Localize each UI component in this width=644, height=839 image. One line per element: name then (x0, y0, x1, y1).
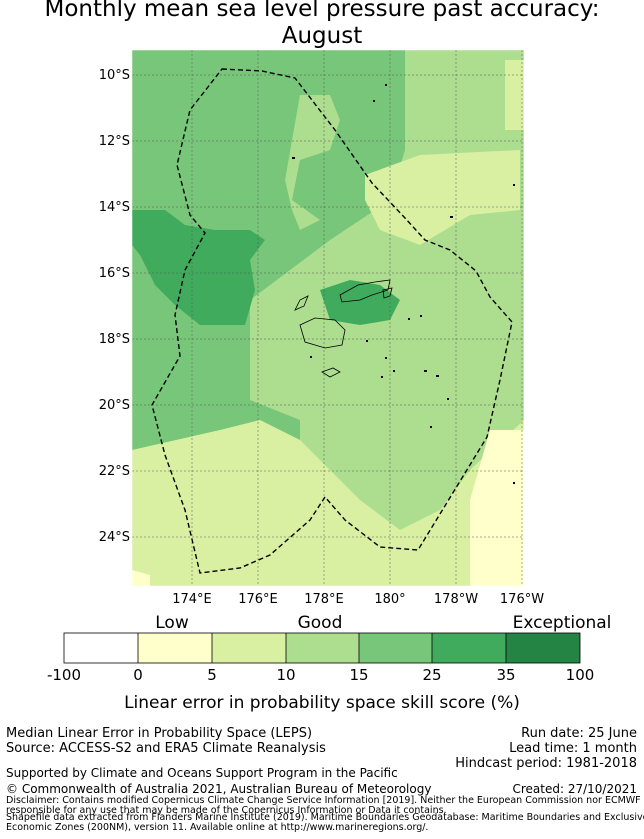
lon-label: 178°E (304, 592, 344, 607)
region-pale-green-south (132, 420, 524, 586)
lat-label: 16°S (98, 266, 130, 281)
run-date: Run date: 25 June (521, 726, 637, 741)
created-date: Created: 27/10/2021 (512, 782, 637, 796)
colorbar-tick: 10 (276, 666, 296, 684)
copyright-text: © Commonwealth of Australia 2021, Austra… (6, 782, 432, 796)
source-text: Source: ACCESS-S2 and ERA5 Climate Reana… (6, 741, 326, 756)
colorbar-tick: 5 (207, 666, 217, 684)
lat-label: 24°S (98, 530, 130, 545)
lat-label: 20°S (98, 398, 130, 413)
lat-label: 18°S (98, 332, 130, 347)
lat-label: 14°S (98, 200, 130, 215)
category-low: Low (155, 613, 189, 633)
region-dark-green-central (320, 280, 400, 325)
method-text: Median Linear Error in Probability Space… (6, 726, 313, 741)
lead-time: Lead time: 1 month (509, 741, 637, 756)
lat-label: 10°S (98, 68, 130, 83)
colorbar-tick: 100 (565, 666, 595, 684)
lon-label: 178°W (433, 592, 479, 607)
map-title-line1: Monthly mean sea level pressure past acc… (44, 0, 600, 22)
category-good: Good (297, 613, 343, 633)
colorbar-tick: 25 (422, 666, 442, 684)
region-yellow-south-west (132, 570, 150, 586)
colorbar-segment-3 (212, 633, 286, 663)
colorbar-tick: 35 (496, 666, 516, 684)
shapefile-line2: Economic Zones (200NM), version 11. Avai… (6, 822, 429, 833)
colorbar-tick: 15 (349, 666, 369, 684)
colorbar-segment-2 (138, 633, 212, 663)
map-grid (132, 50, 524, 586)
colorbar-segment-1 (64, 633, 138, 663)
colorbar-title: Linear error in probability space skill … (124, 693, 520, 713)
disclaimer-line1: Disclaimer: Contains modified Copernicus… (6, 795, 644, 806)
shapefile-line1: Shapefile data extracted from Flanders M… (6, 812, 644, 823)
skill-map (131, 49, 525, 587)
region-dark-green-west (132, 210, 265, 325)
colorbar-segment-7 (506, 633, 580, 663)
colorbar (63, 632, 581, 664)
colorbar-segment-5 (359, 633, 432, 663)
category-exceptional: Exceptional (512, 613, 612, 633)
small-islets (292, 84, 515, 484)
lon-label: 174°E (172, 592, 212, 607)
region-light-green-north (285, 95, 340, 230)
region-yellow-south-east (470, 430, 524, 586)
disclaimer-line2: responsible for any use that may be made… (6, 805, 447, 816)
lat-label: 12°S (98, 134, 130, 149)
colorbar-tick: -100 (46, 666, 82, 684)
lon-label: 176°E (238, 592, 278, 607)
region-pale-green-north-east (505, 60, 524, 130)
colorbar-segment-4 (286, 633, 359, 663)
support-text: Supported by Climate and Oceans Support … (6, 766, 398, 780)
lon-label: 176°W (499, 592, 545, 607)
map-title-line2: August (281, 23, 363, 49)
hindcast-period: Hindcast period: 1981-2018 (455, 756, 637, 771)
colorbar-segment-6 (432, 633, 506, 663)
eez-boundary (151, 68, 513, 574)
region-pale-green-central (365, 150, 520, 245)
lat-label: 22°S (98, 464, 130, 479)
fiji-islands (294, 279, 393, 378)
colorbar-tick: 0 (133, 666, 143, 684)
lon-label: 180° (374, 592, 406, 607)
